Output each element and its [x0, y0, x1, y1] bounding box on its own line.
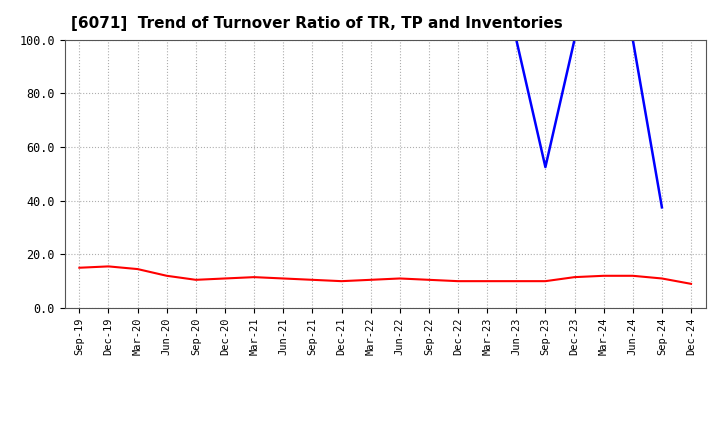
Trade Receivables — [687, 281, 696, 286]
Trade Receivables — [629, 273, 637, 279]
Line: Trade Payables: Trade Payables — [516, 40, 662, 207]
Trade Receivables — [454, 279, 462, 284]
Trade Receivables — [192, 277, 200, 282]
Trade Payables — [629, 37, 637, 42]
Text: [6071]  Trend of Turnover Ratio of TR, TP and Inventories: [6071] Trend of Turnover Ratio of TR, TP… — [71, 16, 563, 32]
Trade Payables — [541, 165, 550, 170]
Trade Receivables — [570, 275, 579, 280]
Trade Receivables — [366, 277, 375, 282]
Trade Receivables — [133, 267, 142, 272]
Trade Receivables — [104, 264, 113, 269]
Trade Receivables — [308, 277, 317, 282]
Trade Payables — [657, 205, 666, 210]
Trade Receivables — [483, 279, 492, 284]
Trade Receivables — [250, 275, 258, 280]
Trade Receivables — [599, 273, 608, 279]
Trade Payables — [512, 37, 521, 42]
Trade Payables — [570, 37, 579, 42]
Trade Receivables — [395, 276, 404, 281]
Trade Receivables — [279, 276, 287, 281]
Trade Receivables — [75, 265, 84, 270]
Trade Receivables — [425, 277, 433, 282]
Trade Receivables — [163, 273, 171, 279]
Trade Receivables — [541, 279, 550, 284]
Trade Receivables — [657, 276, 666, 281]
Trade Payables — [599, 37, 608, 42]
Line: Trade Receivables: Trade Receivables — [79, 266, 691, 284]
Trade Receivables — [220, 276, 229, 281]
Trade Receivables — [512, 279, 521, 284]
Trade Receivables — [337, 279, 346, 284]
